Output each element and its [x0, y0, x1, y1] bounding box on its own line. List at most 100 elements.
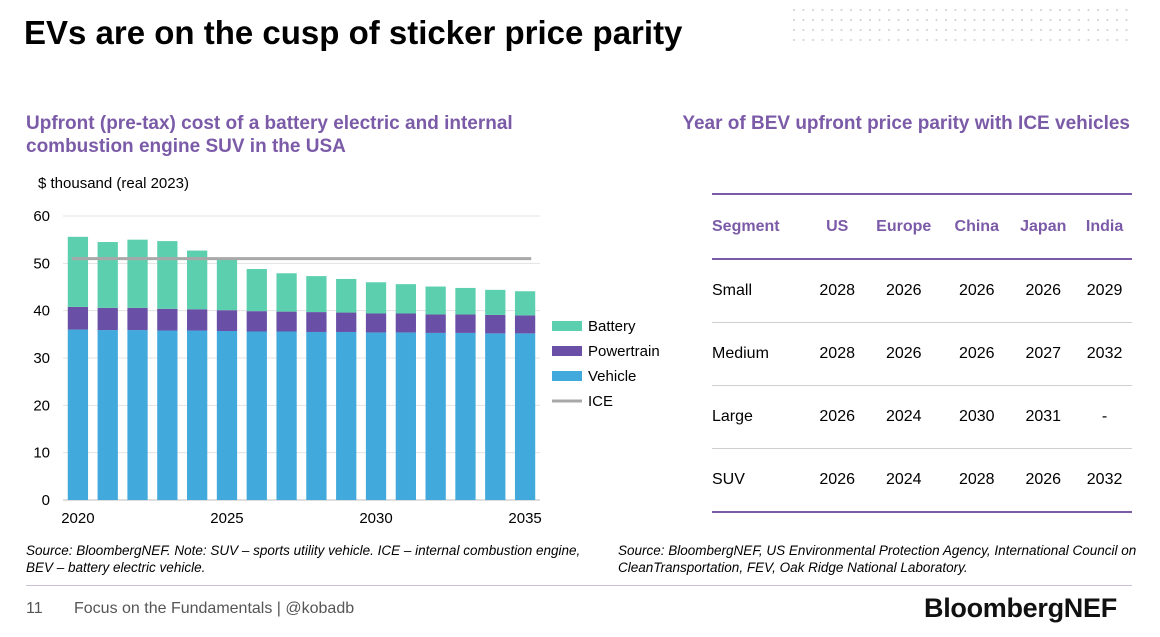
chart-title: Upfront (pre-tax) cost of a battery elec…: [26, 113, 513, 157]
decor-dot: [1087, 38, 1090, 42]
bar-battery-2032: [425, 286, 446, 315]
table-title: Year of BEV upfront price parity with IC…: [682, 113, 1130, 134]
x-tick-label: 2030: [359, 510, 392, 527]
bar-vehicle-2026: [246, 331, 267, 500]
bar-vehicle-2032: [425, 332, 446, 500]
decor-dot: [1039, 28, 1043, 32]
bar-vehicle-2030: [365, 332, 387, 500]
bar-battery-2034: [485, 289, 506, 315]
decor-dot: [1049, 28, 1052, 32]
legend-swatch-vehicle: [552, 371, 582, 381]
decor-dot: [1115, 28, 1119, 32]
bar-battery-2030: [365, 282, 387, 314]
bar-powertrain-2030: [365, 313, 387, 333]
decor-dot: [1020, 38, 1024, 42]
table-cell: 2029: [1077, 259, 1132, 323]
column-header-china: China: [944, 193, 1010, 260]
decor-dot: [1058, 8, 1062, 12]
decor-dot: [1087, 28, 1090, 32]
bar-powertrain-2029: [336, 312, 357, 332]
decor-dot: [868, 38, 872, 42]
y-tick-label: 50: [33, 255, 50, 272]
decor-dot: [878, 38, 881, 42]
decor-dot: [1020, 18, 1024, 22]
legend-label-vehicle: Vehicle: [588, 368, 636, 385]
decor-dot: [935, 18, 938, 22]
bar-powertrain-2035: [514, 315, 536, 334]
bar-battery-2025: [216, 258, 238, 311]
decor-dot: [963, 38, 967, 42]
decor-dot: [916, 18, 919, 22]
decor-dot: [859, 18, 862, 22]
bar-battery-2020: [67, 236, 89, 307]
decor-dot: [1030, 18, 1033, 22]
column-header-japan: Japan: [1009, 193, 1078, 260]
decor-dot: [1096, 8, 1100, 12]
legend-label-battery: Battery: [588, 318, 636, 335]
decor-dot: [925, 28, 929, 32]
decor-dot: [897, 28, 900, 32]
decor-dot: [1058, 38, 1062, 42]
decor-dot: [1125, 18, 1128, 22]
decor-dot: [1049, 18, 1052, 22]
column-header-india: India: [1077, 193, 1132, 260]
decor-dot: [868, 8, 872, 12]
legend-label-powertrain: Powertrain: [588, 343, 660, 360]
decor-dot: [916, 8, 919, 12]
decor-dot: [887, 8, 891, 12]
decor-dot: [973, 28, 976, 32]
decor-dot: [1077, 38, 1081, 42]
y-tick-label: 60: [33, 208, 50, 225]
decor-dot: [1001, 28, 1005, 32]
decor-dot: [992, 18, 995, 22]
decor-dot: [821, 28, 824, 32]
bar-battery-2026: [246, 269, 267, 312]
decor-dot: [973, 38, 976, 42]
bar-vehicle-2022: [127, 330, 148, 500]
bar-powertrain-2027: [276, 311, 297, 332]
bar-battery-2027: [276, 273, 297, 312]
bar-powertrain-2023: [157, 308, 178, 331]
decor-dot: [1096, 28, 1100, 32]
page-number: 11: [26, 600, 43, 617]
bar-vehicle-2033: [455, 332, 476, 500]
decor-dot: [897, 18, 900, 22]
footer-divider: [26, 585, 1132, 586]
bar-vehicle-2027: [276, 331, 297, 500]
decor-dot: [1030, 38, 1033, 42]
bar-battery-2021: [97, 242, 118, 308]
bar-vehicle-2024: [187, 330, 208, 500]
decor-dot: [935, 8, 938, 12]
decor-dot: [1125, 8, 1128, 12]
decor-dot: [1039, 18, 1043, 22]
decor-dot: [973, 8, 976, 12]
legend-label-ice: ICE: [588, 393, 613, 410]
decor-dot: [868, 28, 872, 32]
decor-dot: [954, 18, 957, 22]
decor-dot: [840, 8, 843, 12]
decor-dot: [1106, 38, 1109, 42]
table-cell: 2026: [863, 259, 945, 323]
table-cell: 2028: [811, 322, 864, 386]
decor-dot: [954, 8, 957, 12]
decor-dot: [954, 28, 957, 32]
bar-vehicle-2034: [485, 333, 506, 500]
table-body: Small 2028 2026 2026 2026 2029 Medium 2028 2026 2…: [712, 259, 1132, 513]
decor-dot: [973, 18, 976, 22]
table-source-note: Source: BloombergNEF, US Environmental P…: [618, 543, 1137, 575]
decor-dot: [811, 18, 815, 22]
bar-powertrain-2032: [425, 314, 446, 333]
table-cell: 2024: [863, 385, 945, 449]
bar-vehicle-2020: [67, 329, 89, 500]
brand-logo: BloombergNEF: [924, 593, 1117, 623]
decor-dot: [1125, 28, 1128, 32]
decor-dot: [878, 28, 881, 32]
table-cell: -: [1077, 385, 1132, 449]
decor-dot: [1020, 8, 1024, 12]
decor-dot: [887, 38, 891, 42]
decor-dot: [1011, 38, 1014, 42]
decor-dot: [1001, 18, 1005, 22]
bar-vehicle-2031: [395, 332, 416, 500]
decor-dot: [1039, 8, 1043, 12]
